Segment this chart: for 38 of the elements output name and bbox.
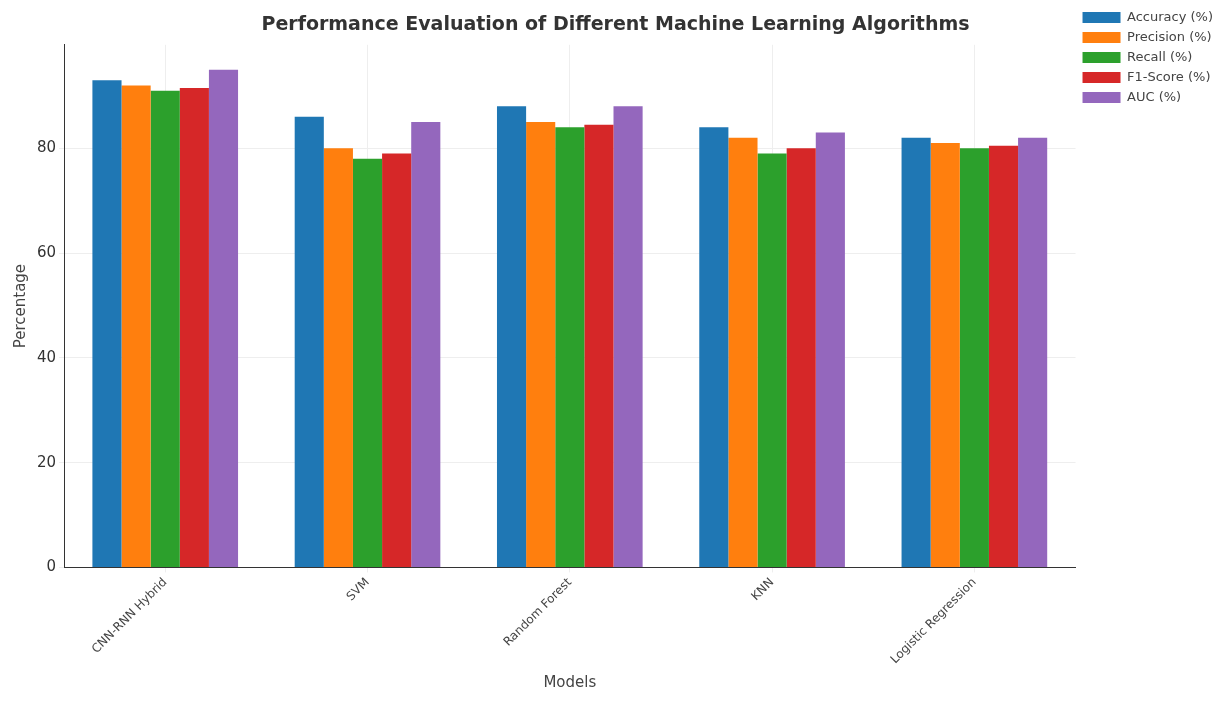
y-tick-label: 80	[36, 138, 57, 157]
legend-label: F1-Score (%)	[1127, 68, 1211, 84]
bar	[728, 137, 758, 567]
bar	[988, 145, 1019, 567]
bar	[930, 143, 960, 567]
y-tick-label: 20	[36, 452, 57, 471]
legend-label: Accuracy (%)	[1127, 8, 1214, 24]
bar	[92, 80, 122, 567]
bar	[323, 148, 353, 567]
chart-title: Performance Evaluation of Different Machine Learning Algorithms	[261, 12, 970, 35]
bar	[382, 153, 412, 567]
bar	[411, 122, 441, 567]
bar	[584, 124, 614, 567]
bar	[959, 148, 989, 567]
bar	[150, 90, 180, 567]
bar	[208, 69, 239, 567]
bar	[757, 153, 787, 567]
bar	[555, 127, 585, 567]
bar	[294, 116, 324, 567]
bar	[121, 85, 151, 567]
legend-label: Recall (%)	[1127, 48, 1193, 64]
bar	[699, 127, 729, 567]
bar	[901, 137, 931, 567]
bar	[815, 132, 845, 567]
legend-label: AUC (%)	[1127, 88, 1182, 104]
x-axis-title: Models	[543, 672, 597, 691]
y-tick-label: 60	[36, 242, 57, 261]
y-tick-label: 0	[46, 557, 57, 576]
bar	[786, 148, 816, 567]
bar	[179, 88, 209, 567]
bar	[526, 122, 556, 567]
y-axis-title: Percentage	[10, 263, 29, 349]
bar	[496, 106, 527, 567]
y-tick-label: 40	[36, 347, 57, 366]
legend-label: Precision (%)	[1127, 28, 1212, 44]
bar	[352, 158, 383, 567]
bar	[613, 106, 643, 567]
bar	[1018, 137, 1048, 567]
